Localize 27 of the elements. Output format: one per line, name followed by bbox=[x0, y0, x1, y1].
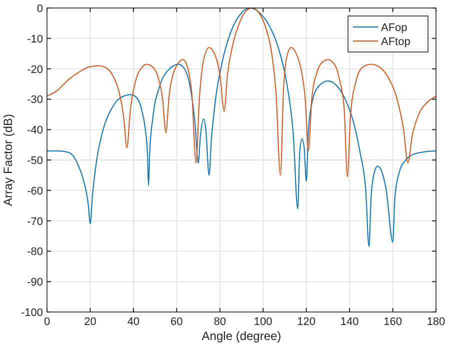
x-tick-label: 0 bbox=[44, 316, 50, 328]
x-tick-label: 20 bbox=[84, 316, 96, 328]
line-series bbox=[47, 8, 436, 248]
x-tick-label: 60 bbox=[170, 316, 183, 328]
x-tick-label: 140 bbox=[340, 316, 359, 328]
y-tick-label: -30 bbox=[27, 94, 43, 106]
y-tick-label: -50 bbox=[27, 155, 43, 167]
x-axis-title: Angle (degree) bbox=[202, 329, 282, 343]
y-tick-label: -90 bbox=[27, 276, 43, 289]
line-series bbox=[47, 8, 436, 178]
y-tick-label: -40 bbox=[27, 124, 43, 137]
y-tick-label: -60 bbox=[27, 185, 43, 198]
x-tick-label: 40 bbox=[127, 316, 140, 328]
y-tick-label: -100 bbox=[20, 307, 43, 319]
y-tick-label: -80 bbox=[27, 246, 43, 258]
x-tick-label: 80 bbox=[214, 316, 226, 328]
y-axis-title: Array Factor (dB) bbox=[1, 114, 15, 206]
x-tick-label: 180 bbox=[426, 316, 446, 328]
y-tick-label: -10 bbox=[27, 33, 43, 46]
y-tick-label: 0 bbox=[36, 3, 43, 15]
legend-label: AFop bbox=[381, 22, 408, 34]
y-tick-label: -70 bbox=[27, 216, 43, 228]
legend-label: AFtop bbox=[381, 36, 410, 48]
y-tick-label: -20 bbox=[27, 64, 43, 76]
x-tick-label: 160 bbox=[384, 316, 402, 328]
x-tick-label: 100 bbox=[254, 316, 272, 328]
x-tick-label: 120 bbox=[297, 316, 316, 328]
